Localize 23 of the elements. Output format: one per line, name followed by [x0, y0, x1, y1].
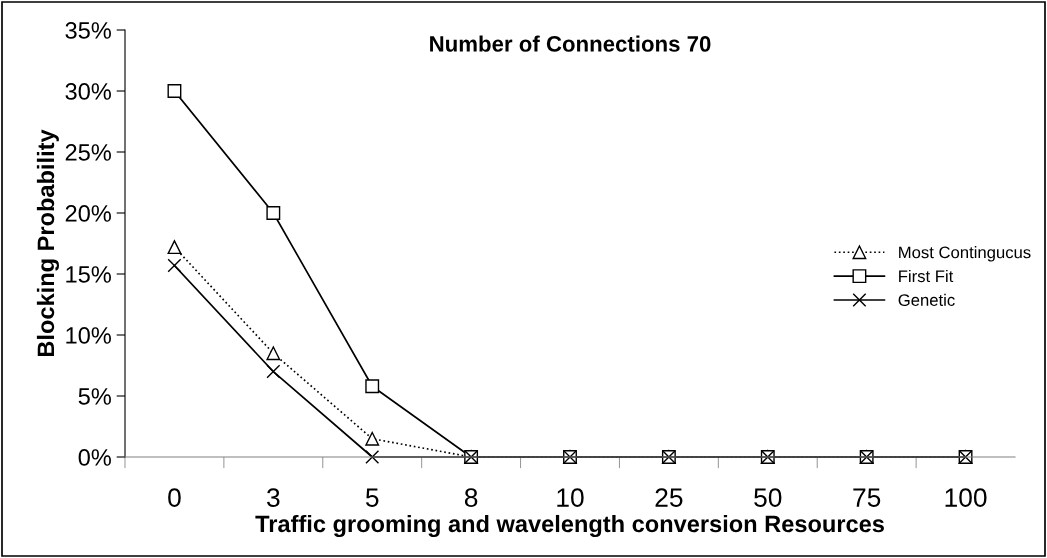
x-tick-label: 50	[754, 488, 782, 507]
chart-title: Number of Connections 70	[430, 35, 711, 52]
y-tick-label: 30%	[65, 83, 111, 100]
x-tick-label: 10	[557, 488, 584, 507]
x-tick-label: 25	[655, 488, 683, 507]
y-tick-label: 35%	[65, 22, 111, 39]
y-tick-label: 20%	[65, 205, 111, 222]
y-tick-label: 0%	[78, 449, 111, 466]
x-tick-label: 3	[267, 488, 280, 507]
legend-label: Genetic	[898, 293, 955, 306]
y-tick-label: 10%	[66, 327, 111, 344]
x-tick-label: 75	[853, 488, 881, 507]
y-tick-label: 15%	[66, 266, 111, 283]
x-tick-label: 100	[945, 488, 987, 507]
y-tick-label: 5%	[78, 388, 111, 405]
legend-label: First Fit	[899, 269, 954, 283]
x-tick-label: 8	[464, 488, 478, 507]
legend-label: Most Contingucus	[899, 246, 1031, 262]
x-tick-label: 5	[365, 488, 379, 507]
y-tick-label: 25%	[65, 144, 111, 161]
x-tick-label: 0	[168, 488, 181, 507]
x-axis-title: Traffic grooming and wavelength conversion Resources	[255, 514, 884, 538]
y-axis-title: Blocking Probability	[36, 129, 59, 357]
